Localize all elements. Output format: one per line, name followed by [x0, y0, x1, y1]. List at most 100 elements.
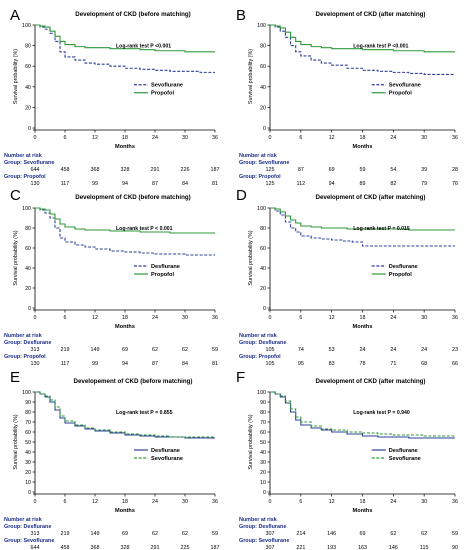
- legend-label-desflurane: Desflurane: [389, 448, 418, 454]
- risk-count: 62: [182, 347, 188, 353]
- x-axis-label: Months: [353, 144, 373, 150]
- risk-count: 313: [31, 531, 40, 537]
- x-tick-label: 0: [269, 499, 272, 505]
- x-tick-label: 0: [34, 499, 37, 505]
- risk-count: 59: [212, 531, 218, 537]
- risk-count: 187: [211, 545, 220, 550]
- x-axis-label: Months: [353, 508, 373, 514]
- risk-group-label: Group: Desflurane: [239, 340, 286, 346]
- y-tick-label: 100: [22, 206, 31, 212]
- risk-count: 99: [92, 181, 98, 187]
- x-tick-label: 36: [212, 135, 218, 141]
- risk-count: 79: [421, 181, 427, 187]
- y-tick-label: 30: [260, 460, 266, 466]
- risk-count: 84: [182, 181, 188, 187]
- risk-count: 54: [390, 167, 396, 173]
- x-tick-label: 0: [34, 315, 37, 321]
- risk-group-label: Group: Desflurane: [4, 524, 51, 530]
- risk-count: 71: [390, 361, 396, 367]
- risk-count: 214: [296, 531, 305, 537]
- series-line-sevoflurane: [270, 391, 455, 437]
- x-tick-label: 18: [122, 135, 128, 141]
- series-line-propofol: [270, 24, 455, 53]
- logrank-annotation: Log-rank test P = 0.940: [353, 410, 410, 416]
- km-panel-d: D Development of CKD (after matching) 0 20 4…: [236, 187, 458, 367]
- x-tick-label: 30: [421, 135, 427, 141]
- legend-label-desflurane: Desflurane: [151, 264, 180, 270]
- x-tick-label: 24: [390, 315, 396, 321]
- risk-count: 69: [122, 531, 128, 537]
- y-tick-label: 80: [260, 226, 266, 232]
- risk-count: 24: [421, 347, 427, 353]
- km-panel-a: A Development of CKD (before matching) 0 20…: [4, 7, 220, 187]
- risk-group-label: Group: Propofol: [4, 174, 46, 180]
- km-panel-e: E Developement of CKD (before matching) 0 1…: [4, 369, 220, 550]
- x-tick-label: 30: [182, 135, 188, 141]
- risk-count: 81: [212, 361, 218, 367]
- panel-letter: C: [10, 187, 21, 204]
- risk-table-header: Number at risk: [4, 333, 42, 339]
- risk-count: 458: [61, 167, 70, 173]
- legend-label-propofol: Propofol: [151, 272, 174, 278]
- risk-count: 458: [61, 545, 70, 550]
- risk-count: 112: [297, 181, 306, 187]
- risk-count: 87: [298, 167, 304, 173]
- risk-count: 95: [298, 361, 304, 367]
- y-tick-label: 60: [260, 430, 266, 436]
- legend-label-desflurane: Desflurane: [151, 448, 180, 454]
- logrank-annotation: Log-rank test P = 0.855: [116, 410, 173, 416]
- y-tick-label: 80: [260, 410, 266, 416]
- y-tick-label: 20: [25, 105, 31, 111]
- risk-count: 105: [266, 361, 275, 367]
- y-tick-label: 80: [25, 44, 31, 50]
- x-tick-label: 24: [390, 135, 396, 141]
- risk-count: 62: [152, 347, 158, 353]
- risk-count: 69: [329, 167, 335, 173]
- risk-group-label: Group: Sevoflurane: [4, 538, 54, 544]
- risk-count: 149: [91, 347, 100, 353]
- risk-group-label: Group: Sevoflurane: [239, 538, 289, 544]
- y-tick-label: 0: [263, 490, 266, 496]
- risk-count: 219: [61, 347, 70, 353]
- y-tick-label: 40: [260, 450, 266, 456]
- risk-count: 193: [327, 545, 336, 550]
- risk-count: 39: [421, 167, 427, 173]
- series-line-sevoflurane: [270, 24, 455, 75]
- risk-count: 221: [296, 545, 305, 550]
- risk-count: 125: [266, 181, 275, 187]
- risk-count: 163: [358, 545, 367, 550]
- risk-count: 291: [151, 545, 160, 550]
- y-tick-label: 0: [28, 126, 31, 132]
- x-tick-label: 18: [122, 499, 128, 505]
- legend-label-sevoflurane: Sevoflurane: [389, 456, 421, 462]
- risk-count: 62: [390, 531, 396, 537]
- y-tick-label: 60: [25, 430, 31, 436]
- y-tick-label: 50: [25, 440, 31, 446]
- y-tick-label: 100: [22, 390, 31, 396]
- risk-count: 87: [152, 181, 158, 187]
- risk-count: 82: [390, 181, 396, 187]
- x-tick-label: 36: [212, 315, 218, 321]
- x-tick-label: 30: [421, 499, 427, 505]
- risk-count: 81: [212, 181, 218, 187]
- x-tick-label: 12: [92, 499, 98, 505]
- risk-count: 62: [421, 531, 427, 537]
- risk-count: 23: [452, 347, 458, 353]
- risk-count: 291: [151, 167, 160, 173]
- logrank-annotation: Log-rank test P = 0.015: [353, 226, 410, 232]
- risk-count: 225: [181, 545, 190, 550]
- risk-count: 117: [61, 181, 70, 187]
- km-panel-c: C Development of CKD (before matching) 0 20…: [4, 187, 218, 367]
- risk-table-header: Number at risk: [4, 517, 42, 523]
- y-axis-label: Survival probability (%): [248, 414, 254, 469]
- x-tick-label: 18: [360, 315, 366, 321]
- y-tick-label: 70: [25, 420, 31, 426]
- risk-count: 99: [92, 361, 98, 367]
- y-tick-label: 20: [25, 470, 31, 476]
- series-line-propofol: [270, 207, 455, 231]
- risk-count: 125: [266, 167, 275, 173]
- x-tick-label: 6: [299, 315, 302, 321]
- logrank-annotation: Log-rank test P <0.001: [116, 44, 171, 50]
- risk-group-label: Group: Desflurane: [239, 524, 286, 530]
- y-axis-label: Survival probability (%): [13, 49, 19, 104]
